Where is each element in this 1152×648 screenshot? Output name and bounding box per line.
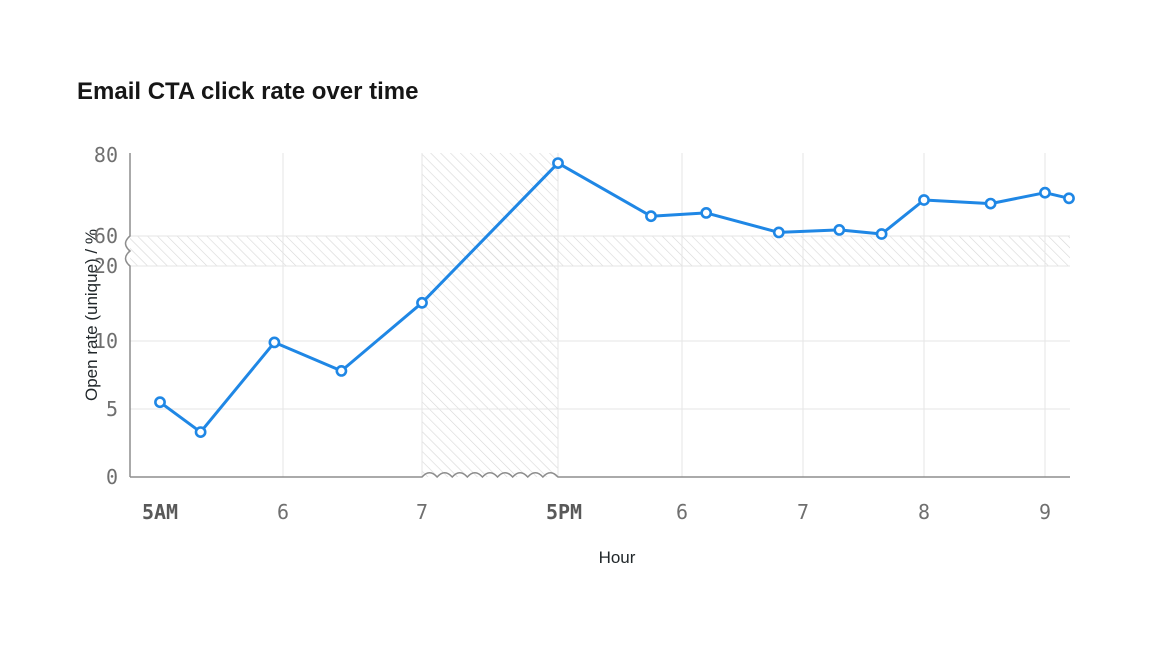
y-tick-label: 80 [94, 143, 118, 167]
x-tick-label: 8 [918, 500, 930, 524]
grid [130, 153, 1070, 477]
data-point-marker[interactable] [918, 194, 930, 206]
data-point-marker[interactable] [984, 197, 997, 210]
x-axis-title: Hour [598, 548, 636, 567]
data-point-marker[interactable] [552, 157, 564, 169]
y-axis-line [124, 153, 132, 477]
x-tick-label: 7 [797, 500, 809, 524]
y-axis-break-band [130, 236, 1070, 266]
x-tick-label: 6 [277, 500, 289, 524]
x-axis-break-band [422, 153, 558, 477]
data-point-marker[interactable] [645, 210, 657, 223]
y-tick-label: 5 [106, 397, 118, 421]
x-tick-label: 7 [416, 500, 428, 524]
data-point-marker[interactable] [772, 226, 785, 239]
data-point-marker[interactable] [335, 364, 348, 377]
y-tick-label: 60 [94, 224, 118, 248]
y-tick-label: 10 [94, 329, 118, 353]
x-tick-label: 9 [1039, 500, 1051, 524]
data-point-marker[interactable] [268, 336, 281, 349]
axis-break-bands [130, 153, 1070, 477]
data-point-marker[interactable] [416, 296, 428, 309]
data-point-marker[interactable] [194, 426, 207, 438]
data-point-marker[interactable] [700, 206, 713, 219]
x-axis-line [130, 472, 1070, 479]
data-point-marker[interactable] [833, 223, 846, 236]
x-tick-label: 5PM [546, 500, 582, 524]
markers [154, 157, 1075, 438]
y-tick-label: 0 [106, 465, 118, 489]
data-point-marker[interactable] [1063, 192, 1075, 205]
x-tick-label: 5AM [142, 500, 178, 524]
y-tick-label: 20 [94, 254, 118, 278]
data-point-marker[interactable] [1039, 186, 1051, 199]
axes [124, 153, 1070, 479]
series-line [158, 161, 1071, 434]
x-tick-label: 6 [676, 500, 688, 524]
chart-title: Email CTA click rate over time [77, 78, 419, 105]
data-point-marker[interactable] [154, 396, 166, 409]
tick-labels: 0 5 10 20 60 80 5AM 6 7 5PM 6 7 8 9 [94, 143, 1051, 524]
data-point-marker[interactable] [875, 228, 888, 240]
